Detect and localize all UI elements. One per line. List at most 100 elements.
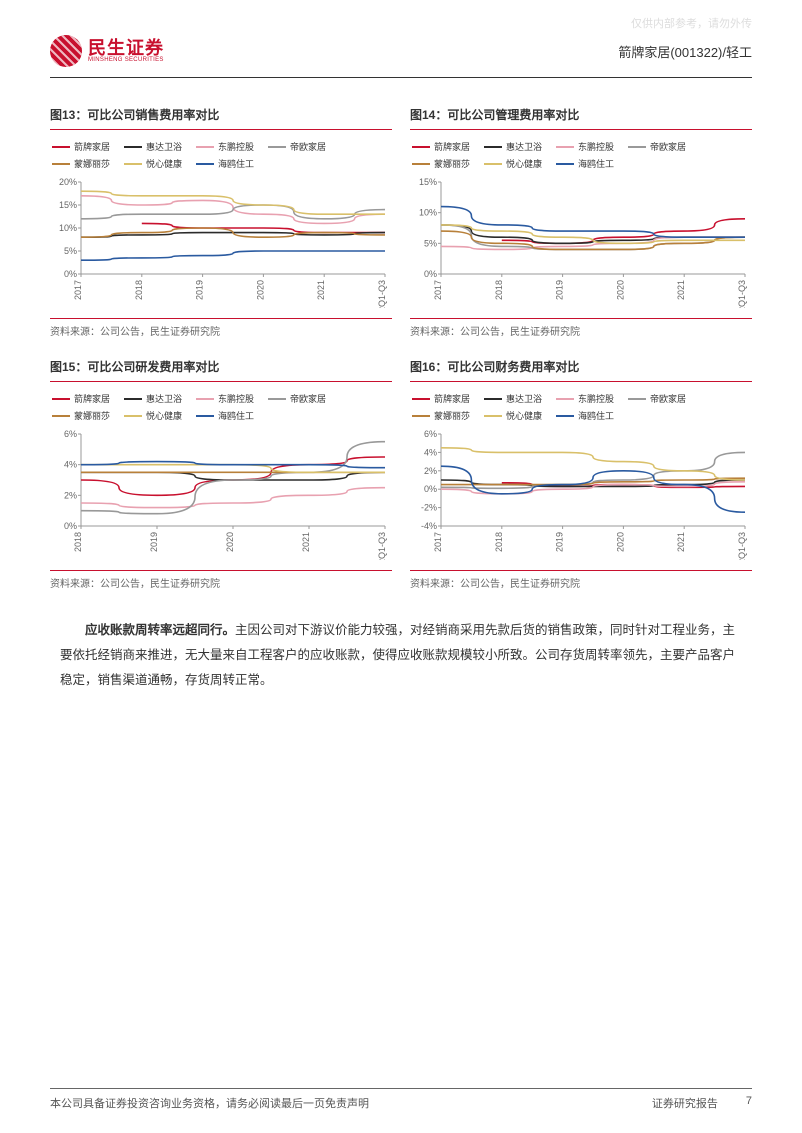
svg-text:15%: 15%: [59, 200, 77, 210]
chart-svg: 0%5%10%15%201720182019202020212022Q1-Q3: [410, 178, 752, 308]
legend-item: 蒙娜丽莎: [412, 157, 470, 170]
svg-text:2018: 2018: [494, 532, 504, 552]
legend-swatch: [556, 146, 574, 148]
legend-label: 帝欧家居: [650, 392, 686, 405]
svg-text:2019: 2019: [195, 280, 205, 300]
svg-text:2021: 2021: [301, 532, 311, 552]
chart-area: 箭牌家居 惠达卫浴 东鹏控股 帝欧家居蒙娜丽莎 悦心健康 海鸥住工 0%5%10%15%20…: [410, 136, 752, 316]
legend-item: 蒙娜丽莎: [52, 409, 110, 422]
svg-text:6%: 6%: [424, 430, 437, 439]
legend-label: 蒙娜丽莎: [434, 409, 470, 422]
chart-source: 资料来源：公司公告，民生证券研究院: [410, 570, 752, 590]
logo-en: MINSHENG SECURITIES: [88, 57, 164, 63]
svg-text:2022Q1-Q3: 2022Q1-Q3: [377, 280, 387, 308]
legend-item: 帝欧家居: [268, 140, 326, 153]
legend-swatch: [484, 415, 502, 417]
legend-label: 海鸥住工: [218, 157, 254, 170]
page-header: 民生证券 MINSHENG SECURITIES 箭牌家居(001322)/轻工: [50, 0, 752, 78]
watermark: 仅供内部参考，请勿外传: [631, 15, 752, 31]
legend-label: 帝欧家居: [290, 140, 326, 153]
legend-item: 海鸥住工: [556, 157, 614, 170]
chart-block: 图16：可比公司财务费用率对比箭牌家居 惠达卫浴 东鹏控股 帝欧家居蒙娜丽莎 悦心健康 海…: [410, 358, 752, 590]
legend-item: 东鹏控股: [556, 392, 614, 405]
legend-item: 箭牌家居: [52, 392, 110, 405]
legend-label: 蒙娜丽莎: [74, 157, 110, 170]
chart-source: 资料来源：公司公告，民生证券研究院: [410, 318, 752, 338]
chart-title: 图13：可比公司销售费用率对比: [50, 106, 392, 130]
svg-text:2018: 2018: [73, 532, 83, 552]
svg-text:0%: 0%: [64, 269, 77, 279]
legend-label: 蒙娜丽莎: [74, 409, 110, 422]
legend-item: 箭牌家居: [52, 140, 110, 153]
legend-item: 帝欧家居: [628, 140, 686, 153]
footer-right-label: 证券研究报告: [652, 1095, 718, 1111]
legend-label: 悦心健康: [506, 157, 542, 170]
svg-text:0%: 0%: [424, 484, 437, 494]
legend-swatch: [124, 146, 142, 148]
body-paragraph: 应收账款周转率远超同行。主因公司对下游议价能力较强，对经销商采用先款后货的销售政…: [0, 600, 802, 693]
chart-title: 图14：可比公司管理费用率对比: [410, 106, 752, 130]
legend-label: 惠达卫浴: [146, 392, 182, 405]
chart-source: 资料来源：公司公告，民生证券研究院: [50, 570, 392, 590]
chart-legend: 箭牌家居惠达卫浴东鹏控股帝欧家居蒙娜丽莎悦心健康海鸥住工: [50, 136, 392, 178]
svg-text:4%: 4%: [424, 447, 437, 457]
svg-text:10%: 10%: [59, 223, 77, 233]
legend-swatch: [52, 415, 70, 417]
svg-text:-4%: -4%: [421, 521, 437, 531]
legend-item: 东鹏控股: [556, 140, 614, 153]
legend-swatch: [124, 398, 142, 400]
svg-text:10%: 10%: [419, 208, 437, 218]
legend-swatch: [556, 398, 574, 400]
svg-text:2020: 2020: [615, 532, 625, 552]
svg-text:2017: 2017: [433, 280, 443, 300]
legend-label: 东鹏控股: [578, 140, 614, 153]
legend-item: 悦心健康: [484, 409, 542, 422]
svg-text:6%: 6%: [64, 430, 77, 439]
legend-item: 蒙娜丽莎: [412, 409, 470, 422]
legend-label: 海鸥住工: [218, 409, 254, 422]
legend-swatch: [52, 163, 70, 165]
legend-swatch: [484, 146, 502, 148]
svg-text:2021: 2021: [676, 532, 686, 552]
legend-label: 蒙娜丽莎: [434, 157, 470, 170]
svg-text:4%: 4%: [64, 460, 77, 470]
legend-item: 帝欧家居: [628, 392, 686, 405]
svg-text:2021: 2021: [676, 280, 686, 300]
chart-area: 箭牌家居惠达卫浴东鹏控股帝欧家居蒙娜丽莎悦心健康海鸥住工-4%-2%0%2%4%…: [410, 388, 752, 568]
legend-swatch: [412, 398, 430, 400]
legend-swatch: [268, 146, 286, 148]
legend-swatch: [124, 415, 142, 417]
legend-item: 海鸥住工: [556, 409, 614, 422]
header-right: 箭牌家居(001322)/轻工: [618, 42, 752, 61]
footer-page: 7: [746, 1095, 752, 1111]
chart-block: 图13：可比公司销售费用率对比箭牌家居惠达卫浴东鹏控股帝欧家居蒙娜丽莎悦心健康海…: [50, 106, 392, 338]
legend-item: 箭牌家居: [412, 140, 470, 153]
legend-label: 箭牌家居: [434, 392, 470, 405]
chart-svg: -4%-2%0%2%4%6%201720182019202020212022Q1…: [410, 430, 752, 560]
legend-label: 惠达卫浴: [146, 140, 182, 153]
legend-item: 悦心健康: [124, 157, 182, 170]
legend-item: 惠达卫浴: [484, 392, 542, 405]
svg-text:2018: 2018: [134, 280, 144, 300]
legend-label: 帝欧家居: [650, 140, 686, 153]
legend-label: 箭牌家居: [74, 140, 110, 153]
charts-grid: 图13：可比公司销售费用率对比箭牌家居惠达卫浴东鹏控股帝欧家居蒙娜丽莎悦心健康海…: [0, 78, 802, 600]
chart-title: 图16：可比公司财务费用率对比: [410, 358, 752, 382]
svg-text:5%: 5%: [64, 246, 77, 256]
legend-swatch: [196, 163, 214, 165]
footer-left: 本公司具备证券投资咨询业务资格，请务必阅读最后一页免责声明: [50, 1095, 369, 1111]
legend-item: 悦心健康: [124, 409, 182, 422]
chart-block: 图14：可比公司管理费用率对比箭牌家居 惠达卫浴 东鹏控股 帝欧家居蒙娜丽莎 悦心健康 海…: [410, 106, 752, 338]
svg-text:2022Q1-Q3: 2022Q1-Q3: [737, 532, 747, 560]
chart-legend: 箭牌家居 惠达卫浴 东鹏控股 帝欧家居蒙娜丽莎 悦心健康 海鸥住工: [410, 136, 752, 178]
legend-item: 海鸥住工: [196, 409, 254, 422]
legend-label: 惠达卫浴: [506, 140, 542, 153]
legend-item: 海鸥住工: [196, 157, 254, 170]
legend-swatch: [628, 398, 646, 400]
chart-source: 资料来源：公司公告，民生证券研究院: [50, 318, 392, 338]
legend-label: 东鹏控股: [218, 392, 254, 405]
page-footer: 本公司具备证券投资咨询业务资格，请务必阅读最后一页免责声明 证券研究报告 7: [50, 1088, 752, 1111]
legend-item: 蒙娜丽莎: [52, 157, 110, 170]
svg-text:2019: 2019: [555, 280, 565, 300]
logo-icon: [50, 35, 82, 67]
